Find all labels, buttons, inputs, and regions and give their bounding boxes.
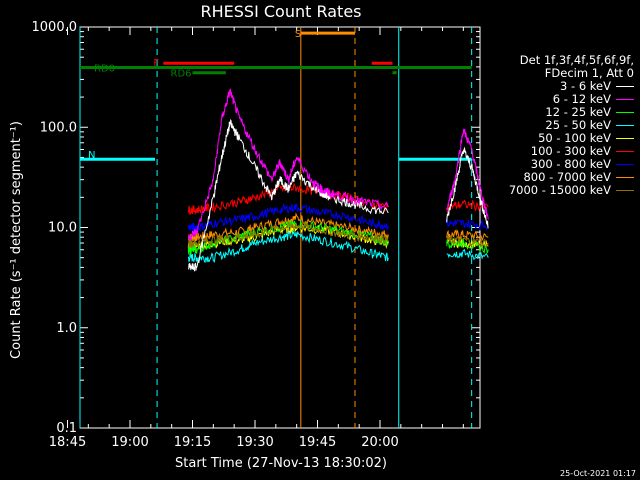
series-line — [188, 88, 389, 241]
series-line — [187, 203, 389, 232]
legend-swatch — [616, 164, 634, 165]
x-tick-label: 19:30 — [236, 435, 273, 450]
x-tick-label: 20:00 — [361, 435, 398, 450]
legend-entry: 50 - 100 keV — [490, 132, 634, 145]
legend-swatch — [616, 125, 634, 126]
legend-header-line-1: Det 1f,3f,4f,5f,6f,9f, — [519, 53, 634, 67]
legend-swatch — [616, 86, 634, 87]
series-line — [446, 146, 489, 229]
x-tick-label: 19:45 — [299, 435, 336, 450]
legend-swatch — [616, 112, 634, 113]
y-tick-label: 1.0 — [56, 321, 77, 336]
series-line — [446, 248, 489, 260]
data-series — [187, 88, 489, 272]
state-bars: N S F RD0 RD6 — [80, 29, 472, 161]
state-bar-label: RD6 — [171, 69, 192, 80]
series-line — [187, 220, 389, 249]
legend-entry: 12 - 25 keV — [490, 106, 634, 119]
series-line — [446, 128, 489, 220]
legend-swatch — [616, 99, 634, 100]
legend-entry: 800 - 7000 keV — [490, 171, 634, 184]
legend-swatch — [616, 190, 634, 191]
state-bar-label: RD0 — [94, 63, 115, 74]
legend-entry: 7000 - 15000 keV — [490, 184, 634, 197]
series-line — [188, 118, 389, 272]
legend-entry: 100 - 300 keV — [490, 145, 634, 158]
legend-entries: 3 - 6 keV 6 - 12 keV 12 - 25 keV 25 - 50 ke… — [490, 80, 634, 197]
x-axis-label: Start Time (27-Nov-13 18:30:02) — [175, 456, 387, 471]
legend-header-line-2: FDecim 1, Att 0 — [544, 66, 634, 80]
state-bar-label: N — [88, 150, 95, 161]
legend-swatch — [616, 177, 634, 178]
x-tick-label: 18:45 — [49, 435, 86, 450]
series-line — [187, 229, 389, 264]
y-axis-label: Count Rate (s⁻¹ detector segment⁻¹) — [9, 121, 24, 359]
legend-entry-label: 300 - 800 keV — [530, 157, 611, 171]
series-line — [446, 199, 489, 213]
x-tick-label: 19:00 — [111, 435, 148, 450]
y-tick-label: 100.0 — [40, 120, 77, 135]
legend-entry: 300 - 800 keV — [490, 158, 634, 171]
series-line — [187, 212, 389, 242]
legend-entry-label: 50 - 100 keV — [538, 131, 611, 145]
state-bar-label: F — [153, 58, 159, 69]
legend-swatch — [616, 138, 634, 139]
y-tick-label: 1000.0 — [32, 20, 78, 35]
legend-entry-label: 800 - 7000 keV — [523, 170, 611, 184]
legend-entry-label: 6 - 12 keV — [552, 92, 611, 106]
legend-entry-label: 12 - 25 keV — [545, 105, 611, 119]
x-tick-label: 19:15 — [174, 435, 211, 450]
legend-entry: 3 - 6 keV — [490, 80, 634, 93]
legend-entry-label: 25 - 50 keV — [545, 118, 611, 132]
series-line — [446, 218, 489, 231]
legend-swatch — [616, 151, 634, 152]
legend-entry-label: 100 - 300 keV — [530, 144, 611, 158]
y-tick-label: 10.0 — [48, 221, 77, 236]
chart-legend: Det 1f,3f,4f,5f,6f,9f, FDecim 1, Att 0 3… — [490, 54, 634, 197]
series-line — [446, 235, 489, 249]
legend-entry-label: 7000 - 15000 keV — [508, 183, 611, 197]
state-bar-label: S — [295, 29, 301, 40]
series-line — [187, 220, 389, 256]
footer-timestamp: 25-Oct-2021 01:17 — [560, 469, 636, 478]
legend-entry: 6 - 12 keV — [490, 93, 634, 106]
series-line — [446, 229, 489, 242]
chart-title: RHESSI Count Rates — [201, 2, 362, 21]
legend-entry-label: 3 - 6 keV — [560, 79, 611, 93]
tick-labels: 0.1 1.0 10.0 100.0 1000.0 18:45 19:00 19:15 19:3… — [32, 20, 399, 450]
legend-entry: 25 - 50 keV — [490, 119, 634, 132]
y-tick-label: 0.1 — [56, 421, 77, 436]
